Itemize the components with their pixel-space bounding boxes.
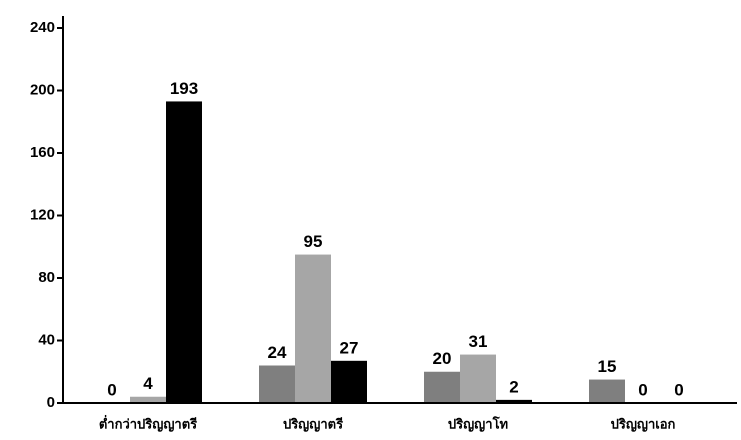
value-label: 4 (143, 374, 153, 393)
y-tick-label: 120 (30, 206, 55, 223)
value-label: 193 (170, 79, 198, 98)
bar (331, 360, 367, 403)
bar (295, 254, 331, 403)
bar (130, 396, 166, 403)
value-label: 27 (340, 338, 359, 357)
value-label: 0 (638, 380, 647, 399)
y-tick-label: 240 (30, 19, 55, 36)
bar (259, 365, 295, 403)
bar (166, 101, 202, 403)
bar (496, 399, 532, 403)
y-tick-label: 200 (30, 81, 55, 98)
x-tick-label: ปริญญาโท (448, 415, 508, 432)
value-label: 24 (268, 343, 287, 362)
y-tick-label: 0 (47, 394, 55, 411)
bar (460, 354, 496, 403)
bar (424, 371, 460, 403)
x-tick-label: ปริญญาตรี (283, 416, 343, 432)
y-tick-label: 160 (30, 144, 55, 161)
value-label: 15 (598, 357, 617, 376)
value-label: 0 (107, 380, 116, 399)
value-label: 31 (469, 332, 488, 351)
value-label: 2 (509, 377, 518, 396)
x-tick-label: ปริญญาเอก (611, 416, 676, 432)
value-label: 20 (433, 349, 452, 368)
x-tick-label: ต่ำกว่าปริญญาตรี (99, 414, 197, 432)
value-label: 95 (304, 232, 323, 251)
y-tick-label: 80 (38, 269, 55, 286)
bar (589, 379, 625, 403)
value-label: 0 (674, 380, 683, 399)
y-tick-label: 40 (38, 331, 55, 348)
